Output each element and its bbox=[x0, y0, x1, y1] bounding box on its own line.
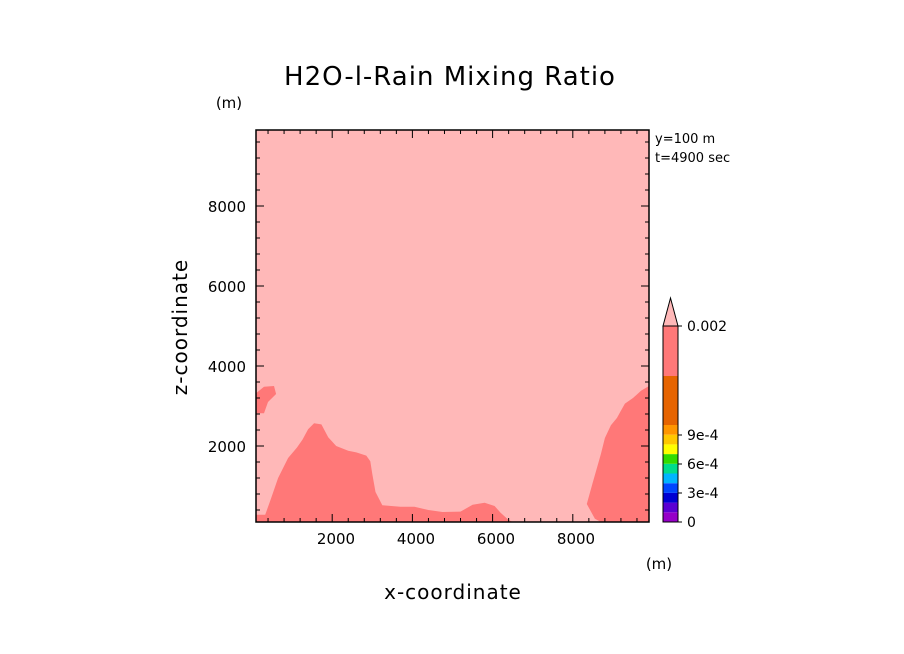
colorbar-label: 0 bbox=[687, 515, 696, 531]
colorbar-label: 3e-4 bbox=[687, 486, 719, 502]
colorbar-segment bbox=[663, 463, 678, 474]
colorbar-segment bbox=[663, 512, 678, 522]
colorbar-extend-triangle bbox=[662, 296, 679, 327]
colorbar-frame bbox=[662, 325, 679, 523]
y-tick-label: 6000 bbox=[208, 278, 246, 296]
y-axis-label: z-coordinate bbox=[168, 259, 192, 395]
x-tick-label: 6000 bbox=[477, 530, 515, 548]
contour-lower-right-region bbox=[586, 386, 649, 522]
colorbar bbox=[662, 296, 682, 523]
colorbar-label: 9e-4 bbox=[687, 428, 719, 444]
colorbar-segment bbox=[663, 502, 678, 513]
colorbar-segment bbox=[663, 492, 678, 503]
y-tick-label: 2000 bbox=[208, 438, 246, 456]
time-annotation: t=4900 sec bbox=[655, 151, 730, 166]
colorbar-segment bbox=[663, 454, 678, 464]
chart-title: H2O-l-Rain Mixing Ratio bbox=[284, 62, 616, 92]
plot-area bbox=[255, 129, 650, 523]
plot-frame bbox=[255, 129, 650, 523]
colorbar-segment bbox=[663, 473, 678, 484]
colorbar-label: 0.002 bbox=[687, 319, 727, 335]
colorbar-label: 6e-4 bbox=[687, 457, 719, 473]
x-axis-label: x-coordinate bbox=[384, 580, 522, 604]
y-position-annotation: y=100 m bbox=[655, 132, 715, 147]
colorbar-labels: 0 3e-4 6e-4 9e-4 0.002 bbox=[687, 319, 727, 531]
y-tick-label: 8000 bbox=[208, 198, 246, 216]
x-unit-label: (m) bbox=[646, 555, 672, 573]
colorbar-segment bbox=[663, 425, 678, 435]
colorbar-segment bbox=[663, 376, 678, 425]
y-tick-label: 4000 bbox=[208, 358, 246, 376]
colorbar-segment bbox=[663, 326, 678, 376]
colorbar-segment bbox=[663, 444, 678, 455]
colorbar-segment bbox=[663, 483, 678, 493]
colorbar-segment bbox=[663, 434, 678, 445]
contour-lower-left-lobe bbox=[256, 386, 277, 414]
contour-lower-left-region bbox=[256, 423, 513, 522]
x-tick-label: 2000 bbox=[317, 530, 355, 548]
y-unit-label: (m) bbox=[216, 94, 242, 112]
x-tick-label: 4000 bbox=[397, 530, 435, 548]
x-tick-label: 8000 bbox=[557, 530, 595, 548]
